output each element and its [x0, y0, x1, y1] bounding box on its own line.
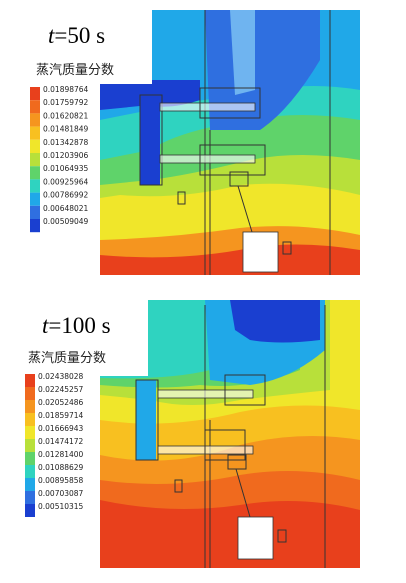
legend-swatch	[30, 166, 40, 180]
legend-value: 0.01064935	[43, 164, 89, 173]
legend-swatch	[25, 491, 35, 504]
legend-swatch	[30, 139, 40, 153]
legend-value: 0.01666943	[38, 424, 84, 433]
legend-swatch	[25, 387, 35, 400]
legend-title: 蒸汽质量分数	[28, 351, 106, 366]
legend-swatch	[30, 126, 40, 140]
legend-swatch	[25, 426, 35, 439]
legend-title: 蒸汽质量分数	[36, 63, 114, 78]
contour-panel-1	[100, 10, 360, 275]
time-symbol: t	[42, 313, 49, 338]
legend-value: 0.01859714	[38, 411, 84, 420]
legend-value: 0.01759792	[43, 98, 89, 107]
legend-value: 0.01088629	[38, 463, 84, 472]
legend-value: 0.00786992	[43, 191, 89, 200]
legend-swatch	[30, 219, 40, 233]
panel-title: t=100 s	[42, 313, 111, 338]
legend-swatch	[25, 413, 35, 426]
legend-value: 0.00895858	[38, 476, 84, 485]
time-text: =50 s	[54, 23, 105, 48]
legend-swatch	[30, 179, 40, 193]
legend-value: 0.02052486	[38, 398, 84, 407]
legend-value: 0.01620821	[43, 111, 89, 120]
legend-value: 0.00703087	[38, 489, 84, 498]
legend-value: 0.01342878	[43, 138, 89, 147]
contour-panel-2	[100, 300, 360, 568]
panel-title: t=50 s	[48, 23, 105, 48]
legend-swatch	[25, 400, 35, 413]
legend-swatch	[25, 478, 35, 491]
legend-value: 0.01281400	[38, 450, 84, 459]
legend-swatch	[25, 452, 35, 465]
legend-swatch	[30, 87, 40, 101]
legend-value: 0.02438028	[38, 372, 84, 381]
legend-swatch	[30, 113, 40, 127]
legend-swatch	[25, 374, 35, 387]
legend-value: 0.01203906	[43, 151, 89, 160]
legend-value: 0.00510315	[38, 502, 84, 511]
legend-value: 0.01481849	[43, 125, 89, 134]
legend-value: 0.00509049	[43, 217, 89, 226]
legend-swatch	[30, 192, 40, 206]
time-text: =100 s	[48, 313, 110, 338]
legend-value: 0.00925964	[43, 177, 89, 186]
legend-swatch	[25, 504, 35, 517]
legend-value: 0.01474172	[38, 437, 84, 446]
legend-value: 0.02245257	[38, 385, 84, 394]
time-symbol: t	[48, 23, 55, 48]
legend-swatch	[30, 100, 40, 114]
legend-swatch	[30, 205, 40, 219]
legend-swatch	[25, 465, 35, 478]
legend-value: 0.01898764	[43, 85, 89, 94]
legend-value: 0.00648021	[43, 204, 89, 213]
legend-swatch	[30, 153, 40, 167]
legend-swatch	[25, 439, 35, 452]
